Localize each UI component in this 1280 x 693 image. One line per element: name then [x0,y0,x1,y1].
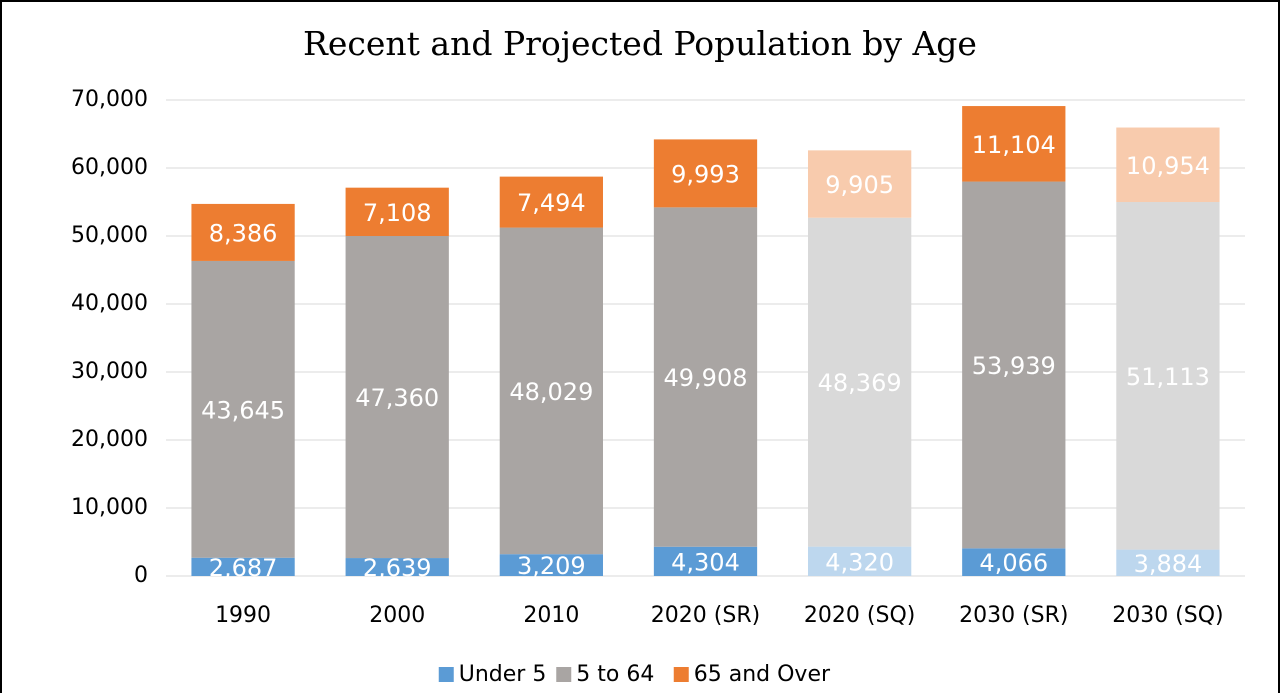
data-label: 48,029 [509,378,593,406]
x-tick-label: 2020 (SR) [651,603,760,628]
bar-segment [653,139,758,208]
y-tick-label: 20,000 [71,427,148,452]
data-label: 4,066 [979,549,1048,577]
chart-title: Recent and Projected Population by Age [303,24,977,63]
data-label: 7,494 [517,189,586,217]
bar-segment [345,558,449,576]
y-tick-label: 60,000 [71,155,148,180]
data-label: 43,645 [201,396,285,424]
bar-segment [962,548,1066,576]
data-label: 48,369 [818,369,902,397]
x-tick-label: 2030 (SQ) [1112,603,1223,628]
legend-swatch [673,667,689,682]
x-tick-label: 1990 [215,603,271,628]
data-label: 2,639 [363,554,432,582]
data-label: 3,209 [517,552,586,580]
data-label: 9,905 [825,171,894,199]
data-label: 4,320 [825,548,894,576]
bar-segment [191,203,295,261]
data-label: 10,954 [1126,152,1210,180]
legend-label: Under 5 [459,662,547,687]
data-label: 8,386 [209,219,278,247]
y-tick-label: 0 [134,563,148,588]
data-label: 9,993 [671,160,740,188]
bar-segment [962,181,1066,549]
data-label: 51,113 [1126,363,1210,391]
bar-segment [499,227,603,555]
y-tick-label: 50,000 [71,223,148,248]
x-tick-label: 2030 (SR) [959,603,1068,628]
x-tick-label: 2000 [369,603,425,628]
bar-segment [808,217,912,547]
bar-segment [808,546,912,576]
bar-segment [345,187,449,237]
bar-segment [191,557,295,576]
bar-segment [345,236,449,559]
bar-segment [653,207,758,547]
data-label: 49,908 [664,364,748,392]
data-label: 47,360 [355,384,439,412]
y-tick-label: 70,000 [71,87,148,112]
bar-segment [1116,202,1220,550]
bar-segment [962,106,1066,182]
bar-segment [499,176,603,228]
bar-segment [1116,127,1220,203]
legend-swatch [438,667,454,682]
legend-swatch [556,667,572,682]
y-tick-label: 10,000 [71,495,148,520]
y-tick-label: 30,000 [71,359,148,384]
legend-label: 5 to 64 [576,662,654,687]
y-tick-label: 40,000 [71,291,148,316]
x-tick-label: 2020 (SQ) [804,603,915,628]
data-label: 11,104 [972,131,1056,159]
bar-segment [808,150,912,218]
x-tick-label: 2010 [523,603,579,628]
bar-segment [653,546,758,576]
legend-label: 65 and Over [694,662,831,687]
data-label: 3,884 [1134,550,1203,578]
bar-segment [191,260,295,558]
data-label: 7,108 [363,199,432,227]
data-label: 2,687 [209,554,278,582]
data-label: 53,939 [972,352,1056,380]
bar-segment [499,554,603,576]
data-label: 4,304 [671,548,740,576]
bar-segment [1116,549,1220,576]
